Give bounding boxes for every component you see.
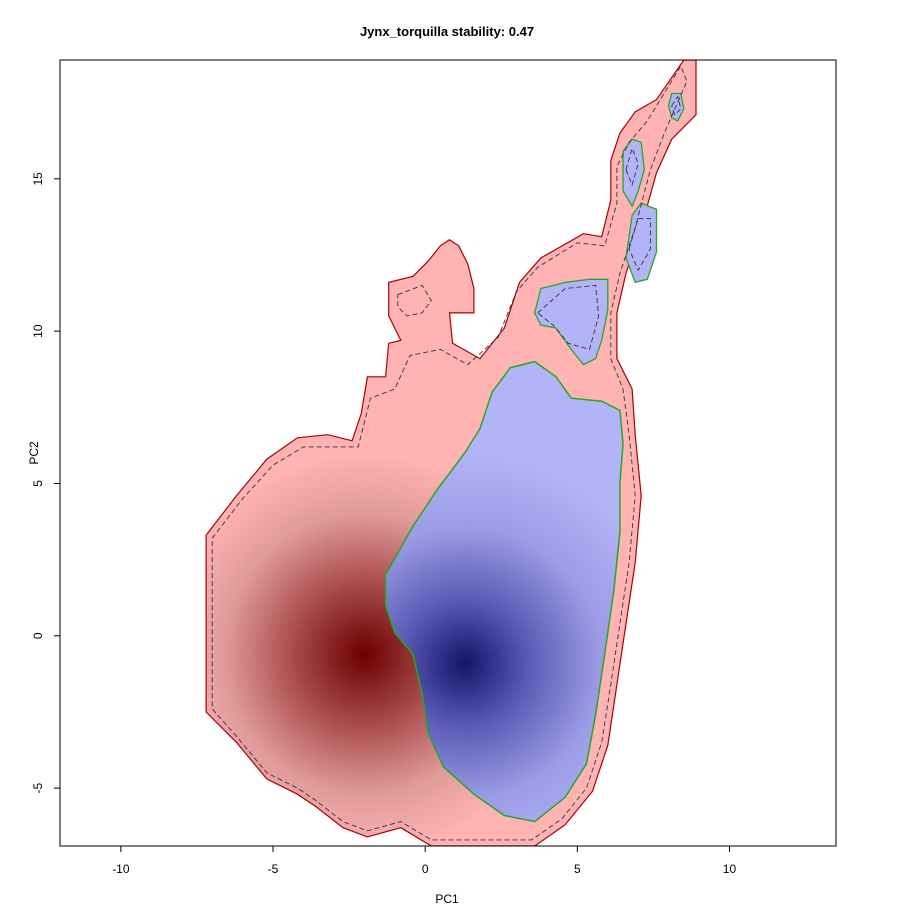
x-axis: -10 -5 0 5 10 bbox=[112, 846, 736, 876]
dashed-contour bbox=[397, 284, 432, 317]
dashed-contour bbox=[537, 284, 600, 350]
y-tick-label: 10 bbox=[31, 324, 45, 338]
x-tick-label: -5 bbox=[268, 862, 279, 876]
plot-content bbox=[205, 60, 697, 846]
x-tick-label: 10 bbox=[723, 862, 737, 876]
island-region bbox=[622, 138, 645, 208]
plot-frame bbox=[59, 59, 837, 847]
x-axis-label: PC1 bbox=[435, 892, 459, 906]
y-tick-label: -5 bbox=[31, 782, 45, 793]
x-tick-label: 0 bbox=[422, 862, 429, 876]
y-axis-label: PC2 bbox=[27, 441, 41, 465]
y-tick-label: 15 bbox=[31, 172, 45, 186]
dashed-contour bbox=[211, 65, 688, 841]
island-region bbox=[625, 202, 658, 284]
y-tick-label: 0 bbox=[31, 632, 45, 639]
island-regions bbox=[534, 92, 685, 366]
dashed-contour bbox=[625, 146, 639, 187]
y-axis: -5 0 5 10 15 bbox=[31, 172, 60, 793]
dashed-contour bbox=[628, 217, 651, 272]
island-region bbox=[534, 278, 609, 366]
dashed-contour bbox=[671, 95, 682, 116]
x-tick-label: -10 bbox=[112, 862, 130, 876]
species2-occupancy-region bbox=[384, 360, 624, 823]
chart-title: Jynx_torquilla stability: 0.47 bbox=[360, 24, 534, 39]
y-tick-label: 5 bbox=[31, 480, 45, 487]
x-tick-label: 5 bbox=[574, 862, 581, 876]
dashed-contours bbox=[211, 65, 688, 841]
